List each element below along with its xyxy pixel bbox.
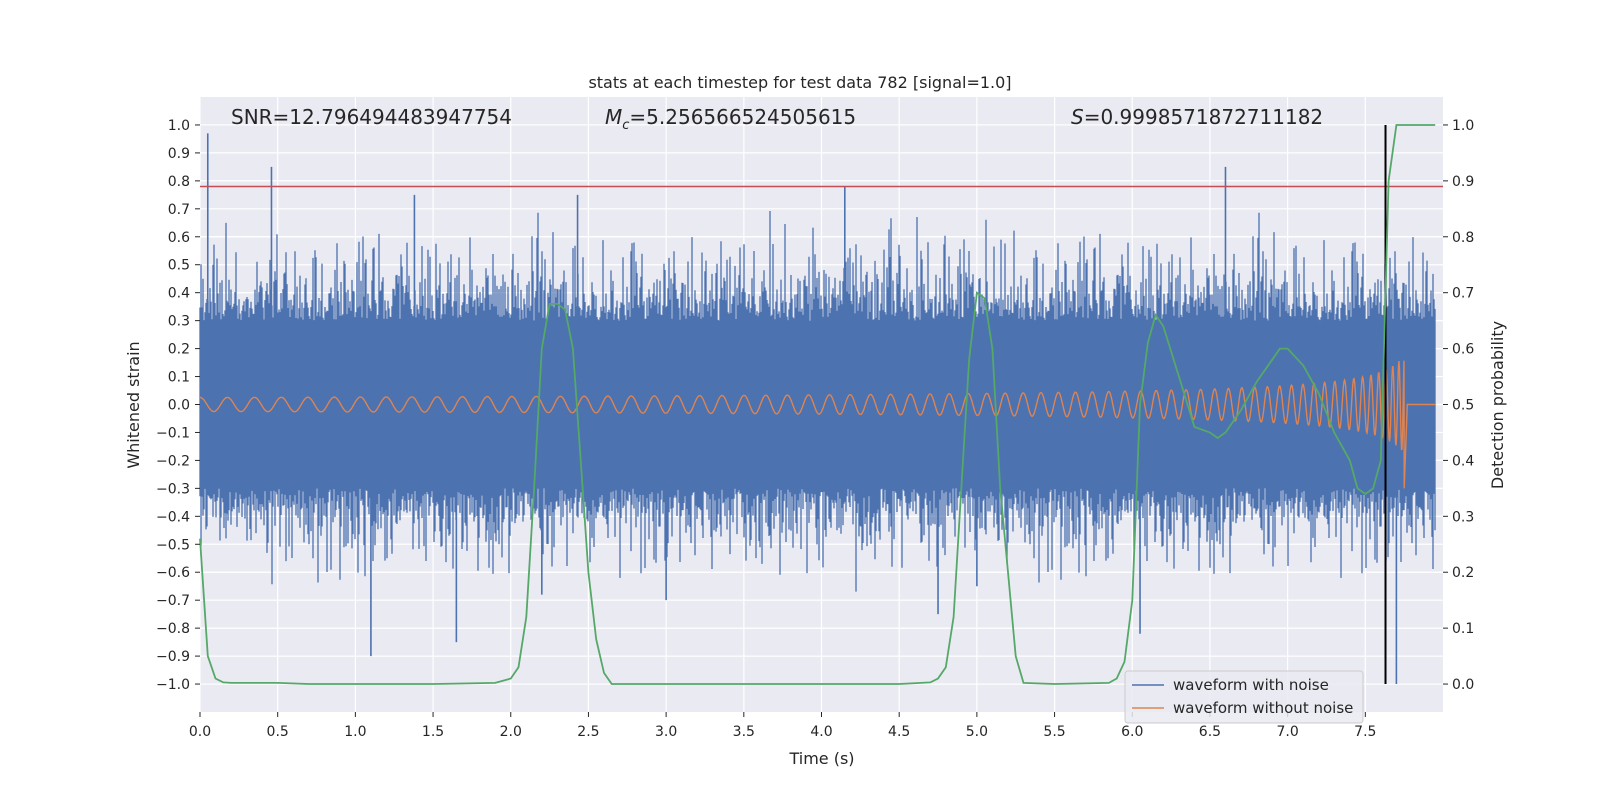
- x-tick-label: 5.5: [1043, 724, 1065, 740]
- right-tick-label: 0.9: [1452, 174, 1474, 190]
- right-tick-label: 0.6: [1452, 342, 1474, 358]
- right-tick-label: 0.7: [1452, 286, 1474, 302]
- left-tick-label: −0.7: [156, 593, 190, 609]
- right-tick-label: 0.5: [1452, 398, 1474, 414]
- right-tick-label: 0.0: [1452, 677, 1474, 693]
- legend: waveform with noise waveform without noi…: [1124, 670, 1364, 724]
- left-tick-label: 1.0: [168, 118, 190, 134]
- chirp-mass-value: =5.256566524505615: [629, 105, 856, 129]
- legend-label-with-noise: waveform with noise: [1173, 676, 1329, 694]
- plot-area: [199, 97, 1443, 712]
- left-tick-label: −1.0: [156, 677, 190, 693]
- left-tick-label: −0.1: [156, 425, 190, 441]
- right-tick-label: 0.8: [1452, 230, 1474, 246]
- chart-title: stats at each timestep for test data 782…: [588, 73, 1011, 92]
- left-tick-label: 0.9: [168, 146, 190, 162]
- score-symbol: S: [1071, 105, 1084, 129]
- snr-annotation: SNR=12.796494483947754: [231, 105, 512, 129]
- x-tick-label: 1.0: [344, 724, 366, 740]
- x-tick-label: 3.5: [733, 724, 755, 740]
- left-tick-label: 0.5: [168, 258, 190, 274]
- x-tick-label: 3.0: [655, 724, 677, 740]
- x-tick-label: 2.0: [500, 724, 522, 740]
- left-tick-label: 0.4: [168, 286, 190, 302]
- left-tick-label: 0.0: [168, 398, 190, 414]
- left-tick-label: 0.6: [168, 230, 190, 246]
- chirp-mass-subscript: c: [622, 118, 629, 133]
- right-tick-label: 0.3: [1452, 509, 1474, 525]
- x-tick-label: 4.0: [810, 724, 832, 740]
- x-tick-label: 0.5: [267, 724, 289, 740]
- left-tick-label: 0.7: [168, 202, 190, 218]
- left-tick-label: −0.3: [156, 481, 190, 497]
- left-tick-label: −0.2: [156, 453, 190, 469]
- x-tick-label: 7.5: [1354, 724, 1376, 740]
- score-annotation: S=0.9998571872711182: [1071, 105, 1323, 129]
- score-value: =0.9998571872711182: [1084, 105, 1323, 129]
- x-tick-label: 0.0: [189, 724, 211, 740]
- detection-probability-line: [199, 124, 1436, 685]
- left-tick-label: 0.8: [168, 174, 190, 190]
- x-tick-label: 7.0: [1276, 724, 1298, 740]
- x-tick-label: 6.0: [1121, 724, 1143, 740]
- x-tick-label: 1.5: [422, 724, 444, 740]
- right-tick-label: 0.1: [1452, 621, 1474, 637]
- chirp-mass-annotation: Mc=5.256566524505615: [605, 105, 856, 133]
- left-tick-label: −0.4: [156, 509, 190, 525]
- left-tick-label: −0.9: [156, 649, 190, 665]
- x-tick-label: 5.0: [966, 724, 988, 740]
- x-tick-label: 4.5: [888, 724, 910, 740]
- series-waveform-without-noise: [200, 360, 1436, 489]
- legend-label-without-noise: waveform without noise: [1173, 699, 1353, 717]
- x-tick-label: 2.5: [577, 724, 599, 740]
- left-tick-label: 0.3: [168, 314, 190, 330]
- right-tick-label: 0.2: [1452, 565, 1474, 581]
- left-tick-label: 0.2: [168, 342, 190, 358]
- right-tick-label: 1.0: [1452, 118, 1474, 134]
- right-axis-ticks: 1.0 0.9 0.8 0.7 0.6 0.5 0.4 0.3 0.2 0.1 0.0: [1443, 118, 1474, 693]
- chirp-mass-symbol: M: [605, 105, 622, 129]
- left-axis-label: Whitened strain: [124, 341, 143, 468]
- x-axis-ticks: 0.0 0.5 1.0 1.5 2.0 2.5 3.0 3.5 4.0 4.5 5.0 5.5 6.0 6…: [189, 712, 1376, 740]
- right-tick-label: 0.4: [1452, 453, 1474, 469]
- left-tick-label: 0.1: [168, 370, 190, 386]
- right-axis-label: Detection probability: [1488, 321, 1507, 489]
- clean-waveform-trace: [200, 360, 1436, 489]
- legend-box: [1124, 670, 1364, 724]
- left-axis-ticks: 1.0 0.9 0.8 0.7 0.6 0.5 0.4 0.3 0.2 0.1 0.0 −0.1 −0.…: [156, 118, 200, 693]
- annotation-lines: [200, 124, 1443, 685]
- x-tick-label: 6.5: [1199, 724, 1221, 740]
- series-detection-probability: [199, 124, 1436, 685]
- left-tick-label: −0.6: [156, 565, 190, 581]
- left-tick-label: −0.5: [156, 537, 190, 553]
- x-axis-label: Time (s): [788, 749, 854, 768]
- left-tick-label: −0.8: [156, 621, 190, 637]
